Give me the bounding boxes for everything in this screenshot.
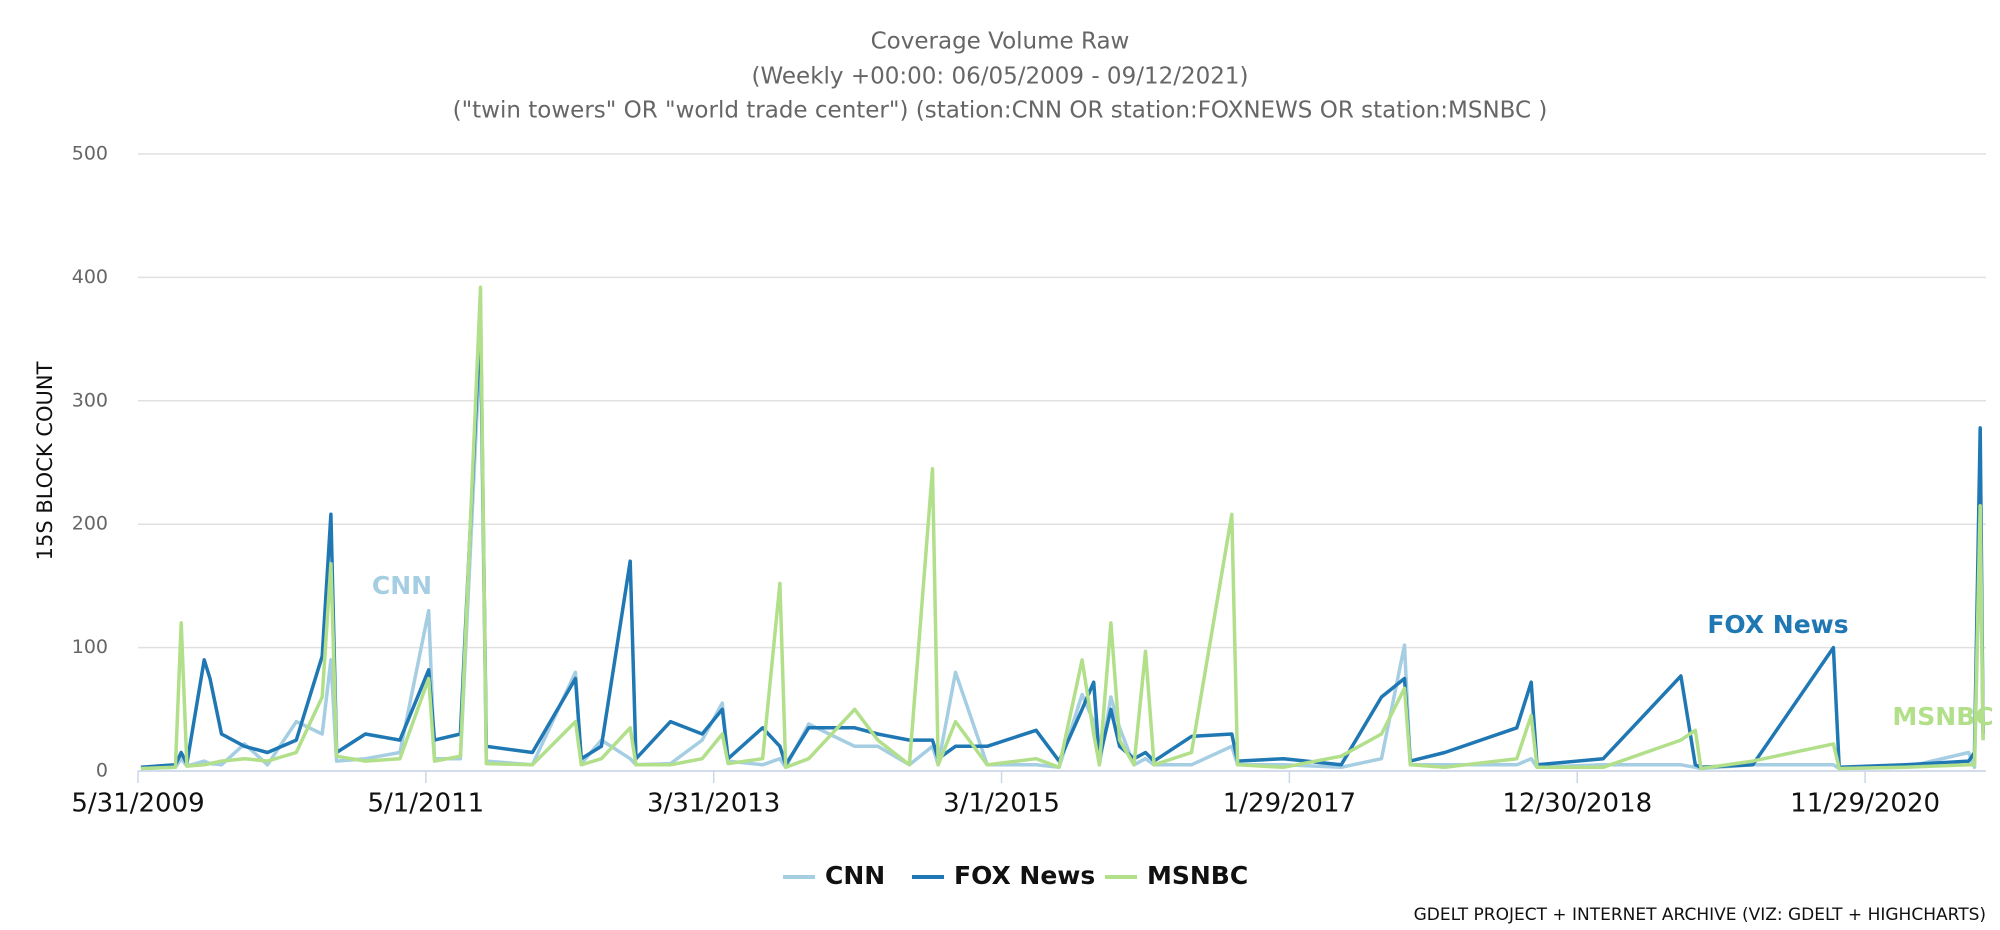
y-tick-label: 100 (72, 636, 108, 658)
series-annotation: FOX News (1707, 610, 1848, 639)
x-tick-label: 11/29/2020 (1790, 789, 1940, 819)
y-tick-label: 500 (72, 143, 108, 165)
legend-label[interactable]: FOX News (954, 861, 1095, 890)
series-line (140, 285, 1985, 771)
x-tick-label: 1/29/2017 (1223, 789, 1356, 819)
chart-query: ("twin towers" OR "world trade center") … (453, 98, 1548, 124)
x-tick-label: 5/31/2009 (71, 789, 204, 819)
x-tick-label: 3/31/2013 (647, 789, 780, 819)
x-tick-label: 5/1/2011 (367, 789, 484, 819)
x-tick-label: 3/1/2015 (943, 789, 1060, 819)
y-axis-title: 15S BLOCK COUNT (33, 361, 57, 560)
y-tick-label: 400 (72, 266, 108, 288)
credits: GDELT PROJECT + INTERNET ARCHIVE (VIZ: G… (1414, 905, 1986, 925)
legend-label[interactable]: MSNBC (1147, 861, 1248, 890)
series-annotation: CNN (372, 571, 432, 600)
x-tick-label: 12/30/2018 (1502, 789, 1652, 819)
y-tick-label: 0 (96, 760, 108, 782)
y-tick-label: 300 (72, 389, 108, 411)
legend-label[interactable]: CNN (825, 861, 885, 890)
chart-title: Coverage Volume Raw (871, 29, 1130, 55)
series-annotation: MSNBC (1892, 702, 1993, 731)
y-tick-label: 200 (72, 513, 108, 535)
chart-subtitle: (Weekly +00:00: 06/05/2009 - 09/12/2021) (752, 64, 1249, 90)
